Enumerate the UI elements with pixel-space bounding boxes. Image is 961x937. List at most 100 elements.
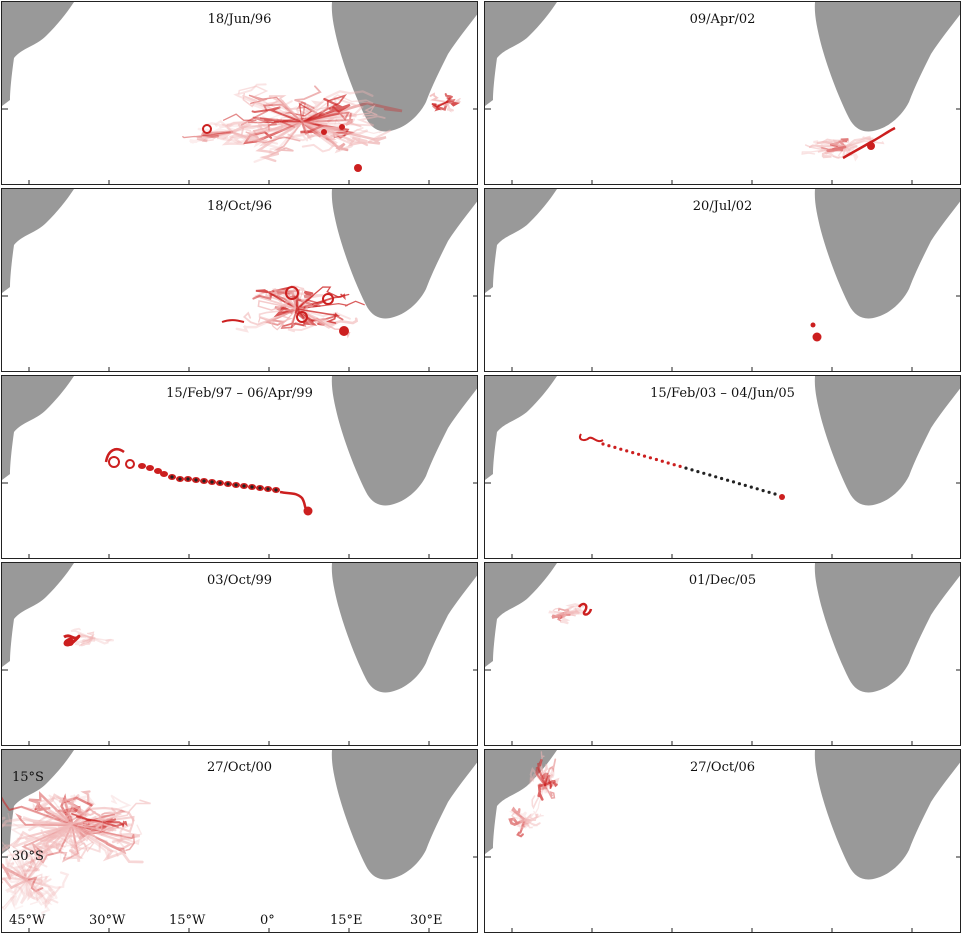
eddy-loop [285,286,299,300]
map-panel-1: 18/Jun/96 [1,1,478,185]
africa-landmass [814,750,960,880]
eddy-trail [252,292,299,311]
eddy-trail [242,92,303,123]
eddy-position [619,447,623,451]
eddy-trail [537,758,547,787]
eddy-trail [253,120,304,150]
panel-date: 15/Feb/97 – 06/Apr/99 [166,386,313,401]
eddy-center [178,477,182,481]
eddy-trail [259,117,303,131]
eddy-trail [300,120,353,154]
eddy-loop [322,293,334,305]
eddy-trail [32,821,79,838]
eddy-trail [71,824,143,844]
eddy-position [702,471,706,475]
eddy-trail [25,878,56,903]
eddy-trail [296,308,340,324]
eddy-trail [70,823,119,860]
eddy-trail [2,876,29,884]
eddy-trail [301,121,362,129]
africa-landmass [814,563,960,693]
eddy-center [194,478,198,482]
eddy-trail [213,123,234,134]
eddy-trail [551,611,567,619]
eddy-trail [17,868,30,881]
eddy-trail [511,811,526,822]
eddy-trail [100,820,117,832]
eddy-trail [301,121,338,153]
eddy-trail [235,307,299,333]
south-america-landmass [2,563,74,667]
eddy-trail [3,870,29,882]
eddy-trail [10,824,73,840]
eddy-trail [100,820,125,828]
panel-date: 03/Oct/99 [206,573,272,588]
panel-date: 01/Dec/05 [688,573,757,588]
eddy-center [170,475,174,479]
eddy-trail [300,120,330,139]
africa-landmass [814,376,960,506]
eddy-trail [843,135,872,149]
eddy-trail [9,878,29,909]
eddy-trail [22,816,74,832]
eddy-center [202,479,206,483]
eddy-trail [18,849,37,882]
eddy-trail [2,844,28,881]
map-svg [2,189,477,371]
map-panel-6: 15/Feb/03 – 04/Jun/05 [484,375,961,559]
eddy-position [607,444,611,448]
eddy-trail [2,841,28,881]
lon-label-15w: 15°W [169,913,206,928]
eddy-trail [837,143,851,152]
eddy-position [648,456,652,460]
map-panel-10: 27/Oct/06 [484,749,961,933]
lon-label-45w: 45°W [9,913,46,928]
eddy-trail [290,285,306,310]
eddy-center [266,487,270,491]
lat-label-15s: 15°S [12,770,44,785]
eddy-trail [560,611,571,625]
eddy-trail [25,878,51,921]
eddy-trail [2,879,28,911]
eddy-trail [431,101,448,108]
eddy-position [761,489,765,493]
africa-landmass [331,376,477,506]
eddy-trail [544,774,552,790]
eddy-trail [291,120,315,142]
panel-date: 20/Jul/02 [692,199,753,214]
eddy-trail [821,145,847,159]
map-panel-5: 15/Feb/97 – 06/Apr/99 [1,375,478,559]
eddy-trail [77,633,93,639]
eddy-trail [555,612,566,618]
eddy-trail [541,772,549,787]
eddy-position [154,468,162,474]
eddy-trail [70,790,95,827]
eddy-loop [108,456,120,468]
eddy-position [690,468,694,472]
eddy-position [666,461,670,465]
eddy-position [138,463,146,469]
eddy-trail [216,130,234,140]
eddy-trail [26,845,49,881]
eddy-trail [231,122,270,133]
eddy-trail [25,875,52,886]
eddy-trail [39,823,74,843]
eddy-position [755,487,759,491]
eddy-trail [246,120,304,140]
eddy-trail [844,145,858,151]
map-svg [2,750,477,932]
eddy-center [234,483,238,487]
map-panel-7: 03/Oct/99 [1,562,478,746]
eddy-trail [519,818,531,831]
eddy-trail [38,794,73,826]
eddy-trail [196,130,234,143]
eddy-center [258,486,262,490]
africa-landmass [331,750,477,880]
eddy-trail [77,634,93,639]
eddy-trail [7,812,73,829]
eddy-position [146,465,154,471]
eddy-trail [540,751,546,786]
eddy-trail [6,852,29,882]
eddy-trail [296,300,365,310]
eddy-trail [295,307,359,326]
